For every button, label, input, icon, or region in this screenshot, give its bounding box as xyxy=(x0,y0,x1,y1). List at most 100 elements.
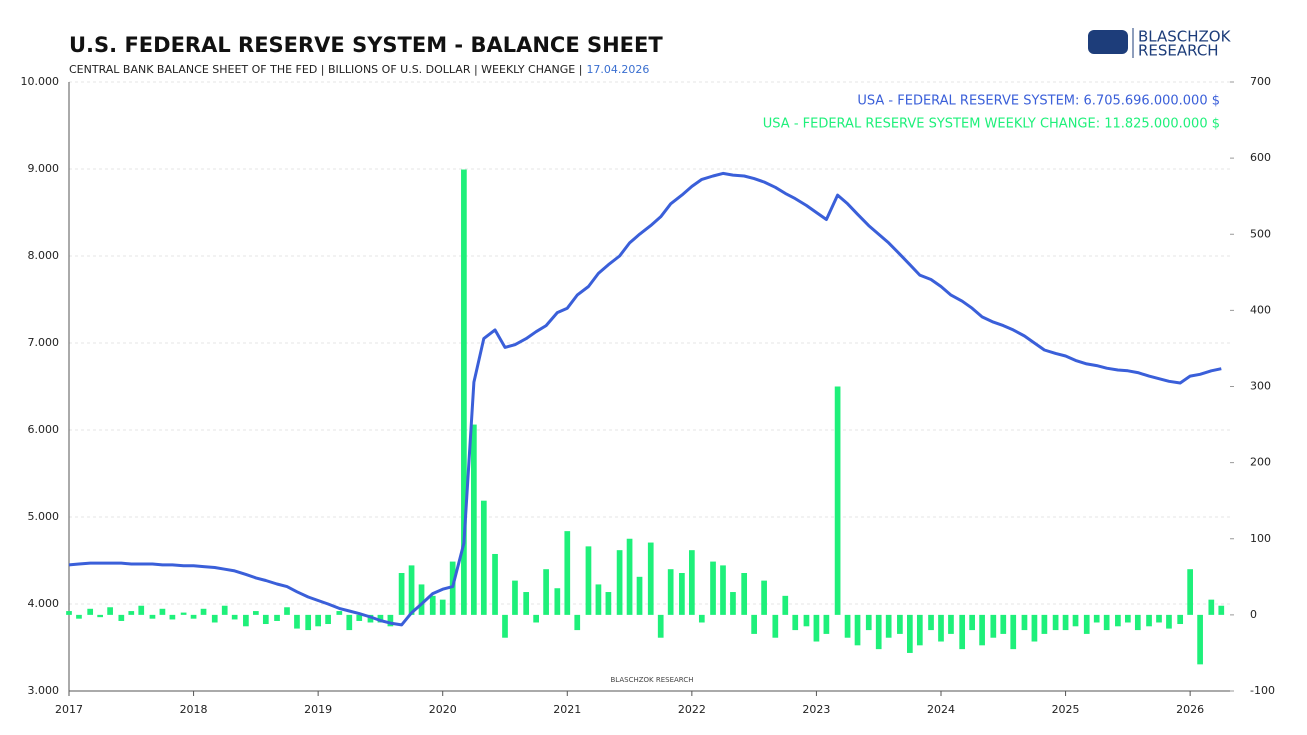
bar xyxy=(823,614,830,634)
x-tick-label: 2026 xyxy=(1176,703,1204,716)
bar xyxy=(138,605,145,615)
bar xyxy=(813,614,820,642)
bar xyxy=(710,561,716,615)
bar xyxy=(959,614,966,650)
bar xyxy=(1083,614,1090,634)
bar xyxy=(865,614,872,631)
bar xyxy=(741,573,748,615)
bar xyxy=(439,599,446,615)
bar xyxy=(689,550,695,615)
bar xyxy=(564,531,571,615)
bar xyxy=(803,614,810,627)
bar xyxy=(1062,614,1069,631)
bar xyxy=(854,614,861,646)
bar xyxy=(1156,614,1162,623)
bar xyxy=(533,614,539,623)
bar xyxy=(200,608,207,615)
bar xyxy=(1187,569,1193,615)
bar xyxy=(315,614,321,627)
x-tick-label: 2023 xyxy=(802,703,830,716)
bar xyxy=(149,614,156,619)
bar xyxy=(523,592,530,615)
y-tick-label: 5.000 xyxy=(28,510,60,523)
logo-text: RESEARCH xyxy=(1138,42,1219,60)
bar xyxy=(605,592,612,615)
bar xyxy=(356,614,363,621)
bar xyxy=(76,614,82,619)
bar xyxy=(585,546,592,615)
bar xyxy=(679,573,685,615)
bar xyxy=(1103,614,1110,631)
bar xyxy=(1125,614,1131,623)
bar xyxy=(875,614,882,650)
bar xyxy=(502,614,508,638)
bar xyxy=(761,580,767,615)
x-tick-label: 2024 xyxy=(927,703,955,716)
y2-tick-label: 600 xyxy=(1250,151,1271,164)
bar xyxy=(1197,614,1203,665)
bar xyxy=(730,592,736,615)
bar xyxy=(211,614,218,623)
y-tick-label: 6.000 xyxy=(28,423,60,436)
bar xyxy=(429,595,436,615)
bar xyxy=(128,611,135,615)
y2-tick-label: 200 xyxy=(1250,456,1271,469)
y2-tick-label: -100 xyxy=(1250,684,1275,697)
bar xyxy=(325,614,331,625)
line xyxy=(68,171,1222,627)
chart-subtitle: CENTRAL BANK BALANCE SHEET OF THE FED | … xyxy=(69,63,582,76)
bar xyxy=(294,614,300,629)
bar xyxy=(169,614,176,620)
bar xyxy=(492,553,498,615)
bar xyxy=(1072,614,1079,627)
bar xyxy=(595,584,602,615)
chart-title: U.S. FEDERAL RESERVE SYSTEM - BALANCE SH… xyxy=(69,33,663,57)
bar xyxy=(1146,614,1152,627)
bar xyxy=(159,608,166,615)
bar xyxy=(554,588,561,615)
logo-icon xyxy=(1088,30,1128,54)
legend-label: USA - FEDERAL RESERVE SYSTEM: 6.705.696.… xyxy=(857,94,1220,109)
bar xyxy=(66,611,72,615)
bar xyxy=(408,565,415,615)
bar xyxy=(346,614,353,631)
bar xyxy=(1021,614,1028,631)
bar xyxy=(792,614,799,631)
bar xyxy=(969,614,975,631)
bar xyxy=(387,614,394,627)
bar xyxy=(844,614,851,638)
y2-tick-label: 300 xyxy=(1250,380,1271,393)
bar xyxy=(698,614,705,623)
x-tick-label: 2022 xyxy=(678,703,706,716)
bar xyxy=(657,614,664,638)
bar xyxy=(626,538,633,615)
bar xyxy=(647,542,654,615)
x-tick-label: 2019 xyxy=(304,703,332,716)
x-tick-label: 2025 xyxy=(1052,703,1080,716)
bar xyxy=(190,614,197,619)
bar xyxy=(834,386,841,615)
y2-tick-label: 0 xyxy=(1250,608,1257,621)
bar xyxy=(938,614,944,642)
bar xyxy=(221,605,228,615)
bar xyxy=(107,607,113,615)
bar xyxy=(243,614,249,627)
bar xyxy=(720,565,726,615)
bar xyxy=(231,614,238,620)
legend-label: USA - FEDERAL RESERVE SYSTEM WEEKLY CHAN… xyxy=(763,117,1220,132)
bar xyxy=(118,614,125,621)
bar xyxy=(1115,614,1121,627)
y-tick-label: 4.000 xyxy=(28,597,60,610)
y2-tick-label: 500 xyxy=(1250,227,1271,240)
bar xyxy=(262,614,269,625)
bar xyxy=(1093,614,1100,623)
x-tick-label: 2020 xyxy=(429,703,457,716)
bar xyxy=(1010,614,1017,650)
bar xyxy=(636,576,643,615)
logo-text: BLASCHZOK xyxy=(1138,28,1232,46)
bar xyxy=(180,612,187,615)
bar xyxy=(377,614,384,623)
bar xyxy=(512,580,518,615)
bar xyxy=(1052,614,1059,631)
